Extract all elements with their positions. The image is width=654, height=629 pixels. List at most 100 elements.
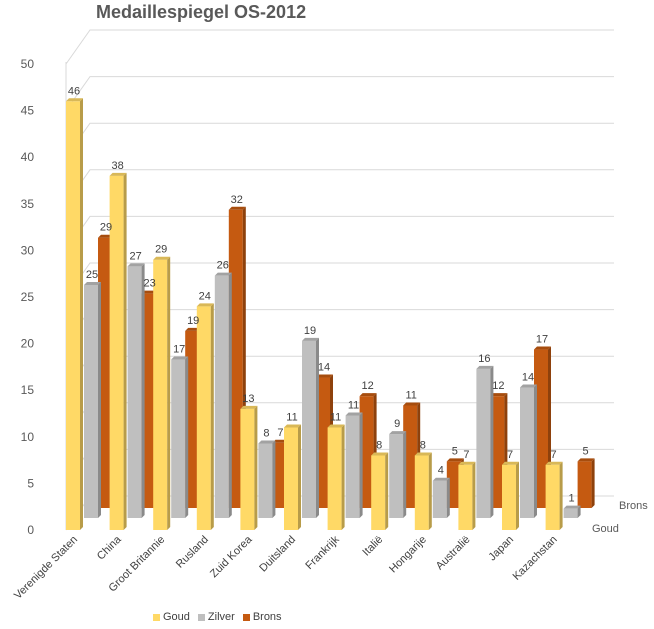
bar-front (534, 349, 548, 508)
y-tick-label: 50 (21, 57, 35, 71)
bar-side (385, 452, 389, 530)
bar-zilver-italie (389, 431, 407, 518)
bar-brons-kazachstan (577, 458, 595, 508)
bar-side (577, 505, 581, 518)
bar-top (327, 424, 345, 428)
bar-goud-frankrijk (327, 424, 345, 530)
data-label-goud: 24 (199, 290, 211, 302)
bar-front (403, 405, 418, 508)
y-tick-label: 40 (21, 150, 35, 164)
bar-top (228, 206, 246, 210)
bar-front (490, 396, 505, 508)
bar-side (403, 431, 407, 518)
y-tick-label: 25 (21, 290, 35, 304)
bar-top (476, 365, 494, 369)
legend-swatch (242, 613, 250, 621)
bar-front (327, 427, 342, 530)
bar-side (490, 365, 494, 518)
bar-top (490, 393, 508, 397)
data-label-goud: 13 (242, 393, 254, 405)
bar-side (98, 282, 101, 518)
bar-goud-hongarije (414, 452, 432, 530)
bar-front (446, 461, 461, 508)
bar-top (502, 461, 519, 465)
category-label-australie: Australië (434, 534, 473, 573)
bar-front (109, 175, 124, 530)
bar-side (341, 424, 345, 530)
data-label-brons: 14 (318, 362, 330, 374)
category-label-rusland: Rusland (174, 534, 211, 571)
bar-front (185, 330, 200, 508)
data-label-goud: 8 (420, 439, 426, 451)
bar-side (516, 461, 519, 530)
bar-top (414, 452, 432, 456)
bar-top (563, 505, 581, 509)
legend-label: Brons (252, 611, 282, 623)
data-label-goud: 7 (463, 449, 469, 461)
bar-top (520, 384, 537, 388)
bar-top (214, 272, 232, 276)
bar-front (577, 461, 592, 508)
bar-side (472, 461, 476, 530)
bar-side (80, 98, 83, 530)
bar-goud-japan (502, 461, 519, 530)
bar-zilver-australie (476, 365, 494, 518)
data-label-brons: 5 (452, 445, 458, 457)
data-label-brons: 7 (277, 427, 283, 439)
data-label-zilver: 14 (522, 372, 534, 384)
bar-top (446, 458, 464, 462)
y-tick-label: 0 (27, 523, 34, 537)
data-label-brons: 12 (492, 380, 504, 392)
bar-front (359, 396, 374, 508)
bar-top (432, 477, 450, 481)
bar-top (389, 431, 407, 435)
bar-side (141, 263, 145, 518)
bar-zilver-zuid-korea (258, 440, 276, 518)
bar-top (171, 356, 189, 360)
bar-top (316, 374, 333, 378)
bar-top (240, 405, 258, 409)
data-label-brons: 12 (361, 380, 373, 392)
category-label-hongarije: Hongarije (387, 534, 429, 576)
gridline (65, 122, 614, 158)
bar-top (196, 303, 214, 307)
bar-side (446, 477, 450, 518)
y-tick-label: 10 (21, 430, 35, 444)
data-label-goud: 38 (111, 160, 123, 172)
bar-top (403, 402, 421, 406)
y-tick-label: 5 (27, 476, 34, 490)
gridline (65, 76, 614, 111)
data-label-brons: 19 (187, 315, 199, 327)
bar-front (389, 434, 404, 518)
bar-zilver-china (127, 263, 145, 518)
bar-top (258, 440, 276, 444)
bar-front (240, 408, 255, 530)
data-label-goud: 8 (376, 439, 382, 451)
bar-top (66, 98, 83, 102)
depth-label-goud: Goud (592, 523, 619, 535)
y-tick-label: 35 (21, 197, 35, 211)
bar-side (254, 405, 258, 530)
bar-front (476, 368, 491, 518)
legend-label: Zilver (207, 611, 235, 623)
gridline (65, 29, 614, 65)
legend-item-goud: Goud (153, 611, 190, 623)
bar-side (228, 272, 232, 518)
data-label-brons: 17 (536, 334, 548, 346)
data-label-zilver: 9 (394, 418, 400, 430)
category-label-zuid-korea: Zuid Korea (208, 533, 255, 580)
bar-goud-duitsland (284, 424, 301, 530)
bar-top (359, 393, 377, 397)
category-label-japan: Japan (486, 534, 516, 564)
bar-goud-kazachstan (545, 461, 563, 530)
bar-front (84, 285, 98, 518)
data-label-goud: 29 (155, 244, 167, 256)
data-label-brons: 32 (231, 194, 243, 206)
bar-zilver-verenigde-staten (84, 282, 101, 518)
data-label-goud: 7 (507, 449, 513, 461)
bar-front (302, 340, 316, 518)
bar-top (534, 346, 551, 350)
legend-item-brons: Brons (242, 611, 282, 623)
gridline (65, 169, 614, 205)
bar-front (563, 508, 578, 518)
